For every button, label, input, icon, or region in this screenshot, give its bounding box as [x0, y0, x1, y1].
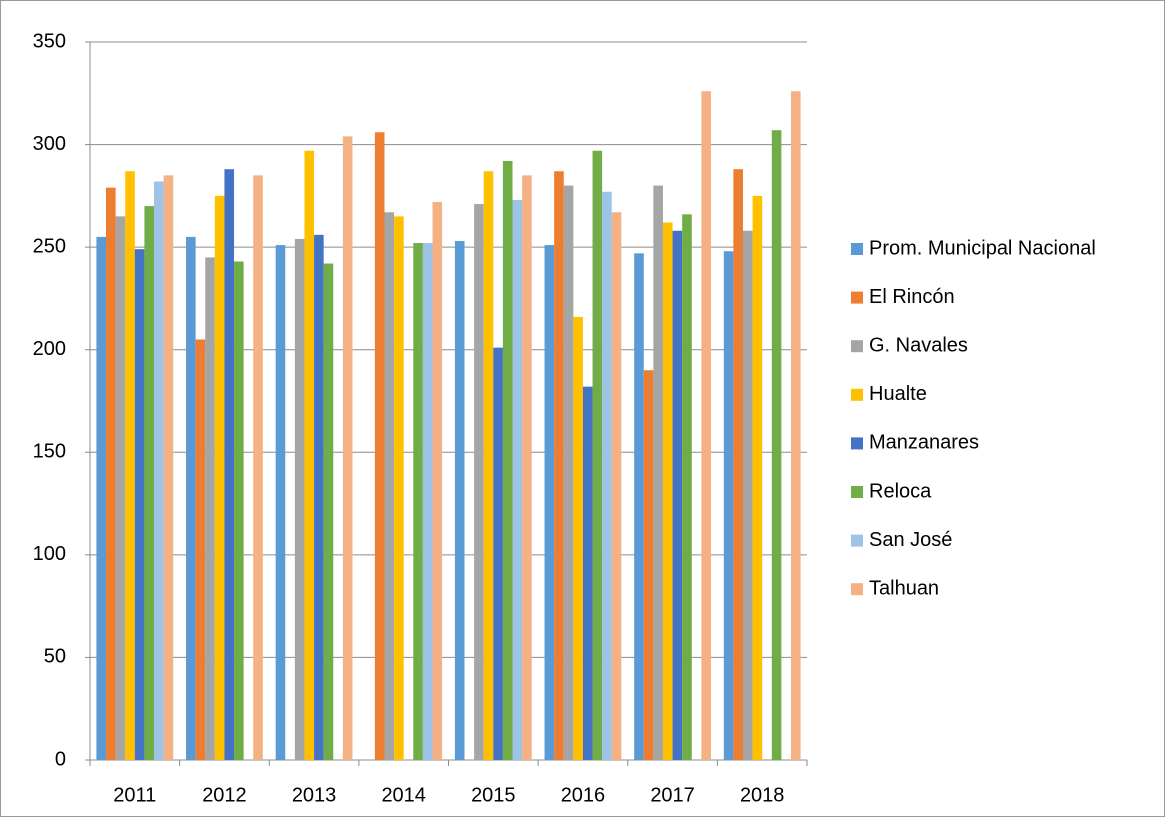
legend-swatch — [851, 486, 863, 498]
bar — [582, 386, 593, 760]
bar — [483, 171, 494, 761]
bar — [314, 234, 324, 760]
bar — [205, 257, 215, 760]
y-tick-label: 150 — [33, 441, 66, 463]
bar — [96, 236, 107, 760]
bar — [573, 316, 583, 760]
bar — [733, 169, 743, 760]
bar — [554, 171, 564, 761]
x-tick-label: 2018 — [740, 784, 785, 806]
bar — [493, 347, 503, 760]
y-tick-label: 200 — [33, 338, 66, 360]
bar — [234, 261, 244, 760]
bar — [214, 195, 225, 760]
x-tick-label: 2012 — [202, 784, 247, 806]
bar — [304, 150, 315, 760]
bar — [563, 185, 574, 761]
bar — [544, 245, 555, 760]
bar — [653, 185, 663, 761]
x-tick-label: 2016 — [561, 784, 606, 806]
bar — [634, 253, 644, 760]
bar — [115, 216, 126, 760]
x-tick-label: 2014 — [381, 784, 426, 806]
bar — [422, 243, 433, 761]
legend-label: Talhuan — [869, 577, 939, 599]
bar — [723, 251, 734, 760]
bar — [771, 130, 782, 760]
y-tick-label: 250 — [33, 235, 66, 257]
legend-swatch — [851, 340, 863, 353]
bar — [602, 191, 612, 761]
legend-label: Manzanares — [869, 432, 979, 454]
bar — [125, 171, 135, 761]
bar — [522, 175, 532, 761]
bar — [682, 214, 692, 760]
bar — [275, 245, 286, 760]
bar — [701, 91, 711, 761]
bar — [323, 263, 334, 760]
bar — [342, 136, 353, 760]
y-tick-label: 50 — [44, 646, 66, 668]
bar — [195, 339, 206, 760]
bar — [432, 202, 443, 761]
bar — [672, 230, 683, 760]
legend-swatch — [851, 534, 863, 547]
bar — [294, 238, 305, 761]
bar — [144, 206, 155, 761]
bar — [611, 212, 622, 761]
bar — [163, 175, 174, 761]
bar — [662, 222, 673, 761]
legend-swatch — [851, 583, 863, 596]
legend-swatch — [851, 437, 863, 450]
legend-label: San José — [869, 529, 952, 551]
legend-label: G. Navales — [869, 334, 968, 356]
legend-label: El Rincón — [869, 286, 955, 308]
legend-label: Prom. Municipal Nacional — [869, 237, 1096, 259]
bar — [106, 187, 116, 760]
legend-swatch — [851, 388, 863, 401]
bar — [413, 243, 423, 761]
bar — [454, 240, 465, 760]
bar — [394, 216, 404, 760]
bar — [384, 212, 395, 761]
bar — [154, 181, 164, 761]
legend-swatch — [851, 291, 863, 304]
x-tick-label: 2011 — [113, 784, 156, 806]
bar — [134, 249, 145, 761]
bar — [790, 91, 801, 761]
bar — [474, 204, 484, 760]
bar — [512, 199, 523, 760]
bar — [374, 132, 385, 760]
y-tick-label: 100 — [33, 543, 66, 565]
x-tick-label: 2015 — [471, 784, 516, 806]
legend-label: Hualte — [869, 383, 927, 405]
bar — [752, 195, 763, 760]
bar — [253, 175, 263, 761]
legend-label: Reloca — [869, 480, 932, 502]
bar — [643, 370, 654, 760]
legend-swatch — [851, 243, 863, 255]
bar — [186, 236, 196, 760]
y-tick-label: 350 — [33, 30, 66, 52]
bar — [502, 160, 513, 761]
x-tick-label: 2017 — [650, 784, 695, 806]
y-tick-label: 0 — [55, 748, 66, 770]
y-tick-label: 300 — [33, 133, 66, 155]
bar — [224, 169, 235, 760]
x-tick-label: 2013 — [292, 784, 337, 806]
bar — [592, 150, 603, 760]
bar — [742, 230, 753, 760]
